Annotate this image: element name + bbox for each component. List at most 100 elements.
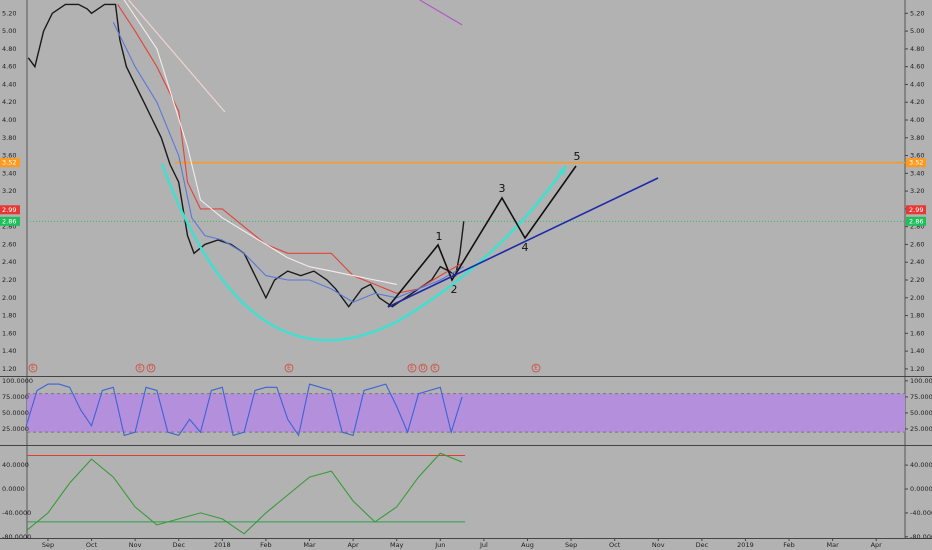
y-tick-label: 2.60 (910, 240, 924, 248)
x-tick-label: Apr (347, 541, 359, 549)
y-tick-label-left: 4.20 (2, 98, 16, 106)
y-tick-label: 2.20 (910, 276, 924, 284)
event-label: D (421, 365, 426, 372)
y-tick-label-left: 1.20 (2, 365, 16, 373)
wave-label: 2 (451, 283, 458, 296)
y-tick-label: 4.00 (910, 116, 924, 124)
y-tick-label: 0.0000 (910, 485, 932, 493)
y-tick-label-left: 1.80 (2, 312, 16, 320)
y-tick-label-left: 1.60 (2, 329, 16, 337)
series-line (123, 0, 397, 285)
price-tag-left (0, 205, 20, 215)
price-tag-left (0, 158, 20, 168)
y-tick-label: 4.40 (910, 80, 924, 88)
series-line (112, 21, 465, 303)
y-tick-label-left: 0.0000 (2, 485, 25, 493)
y-tick-label-left: 2.20 (2, 276, 16, 284)
y-tick-label-left: 2.00 (2, 294, 16, 302)
y-tick-label: 25.0000 (910, 425, 932, 433)
x-tick-label: Oct (609, 541, 621, 549)
drawings (160, 163, 659, 342)
event-marker (407, 363, 417, 373)
price-tag (906, 205, 926, 215)
wave-label: 4 (522, 241, 529, 254)
price-tag-label-left: 2.99 (2, 206, 16, 214)
y-tick-label: 4.80 (910, 45, 924, 53)
event-marker (531, 363, 541, 373)
price-tag-label: 2.86 (909, 217, 923, 225)
event-marker (284, 363, 294, 373)
y-tick-label: 3.80 (910, 134, 924, 142)
y-tick-label: 40.0000 (910, 461, 932, 469)
event-label: E (433, 365, 437, 372)
event-label: E (138, 365, 142, 372)
y-tick-label: 1.40 (910, 347, 924, 355)
event-marker (135, 363, 145, 373)
y-tick-label-left: 3.40 (2, 169, 16, 177)
x-tick-label: Dec (696, 541, 709, 549)
x-tick-label: Feb (783, 541, 795, 549)
y-tick-label-left: 100.0000 (2, 377, 33, 385)
y-tick-label-left: 2.40 (2, 258, 16, 266)
y-tick-label: 1.60 (910, 329, 924, 337)
series-line (419, 0, 463, 26)
event-marker (28, 363, 38, 373)
y-tick-label-left: 50.0000 (2, 409, 29, 417)
y-tick-label-left: -80.0000 (2, 533, 31, 541)
x-tick-label: Jun (434, 541, 445, 549)
wave-label: 3 (499, 182, 506, 195)
y-tick-label: 100.0000 (910, 377, 932, 385)
event-label: E (287, 365, 291, 372)
y-tick-label-left: 4.00 (2, 116, 16, 124)
event-label: E (31, 365, 35, 372)
wave-label: 5 (574, 150, 581, 163)
price-tag (906, 216, 926, 226)
event-marker (418, 363, 428, 373)
price-tag-left (0, 216, 20, 226)
events: E E D E E D E E (28, 363, 541, 373)
y-tick-label-left: 2.80 (2, 223, 16, 231)
y-tick-label-left: 5.00 (2, 27, 16, 35)
y-tick-label: 2.00 (910, 294, 924, 302)
y-tick-label: 5.00 (910, 27, 924, 35)
y-tick-label-left: 3.80 (2, 134, 16, 142)
event-label: E (410, 365, 414, 372)
y-tick-label: 3.40 (910, 169, 924, 177)
wave-label: 1 (436, 230, 443, 243)
x-tick-label: Mar (827, 541, 840, 549)
y-tick-label-left: 3.20 (2, 187, 16, 195)
y-tick-label: 2.80 (910, 223, 924, 231)
series-line (25, 383, 463, 437)
y-tick-label: 50.0000 (910, 409, 932, 417)
event-marker (430, 363, 440, 373)
x-tick-label: Apr (871, 541, 883, 549)
band (27, 393, 905, 433)
x-tick-label: May (390, 541, 404, 549)
event-marker (146, 363, 156, 373)
y-tick-label-left: -40.0000 (2, 509, 31, 517)
y-tick-label-left: 75.0000 (2, 393, 29, 401)
arrow-head (558, 166, 566, 175)
x-tick-label: Nov (129, 541, 142, 549)
x-tick-label: Nov (652, 541, 665, 549)
event-label: E (534, 365, 538, 372)
y-tick-label-left: 2.60 (2, 240, 16, 248)
event-label: D (149, 365, 154, 372)
y-tick-label: 2.40 (910, 258, 924, 266)
y-tick-label: 1.80 (910, 312, 924, 320)
y-tick-label-left: 5.20 (2, 9, 16, 17)
y-tick-label-left: 4.60 (2, 63, 16, 71)
price-tag-label-left: 2.86 (2, 217, 16, 225)
y-tick-label-left: 1.40 (2, 347, 16, 355)
x-tick-label: Sep (565, 541, 577, 549)
x-tick-label: Sep (42, 541, 54, 549)
y-tick-label: 1.20 (910, 365, 924, 373)
price-tag-label: 2.99 (909, 206, 923, 214)
y-tick-label: 3.60 (910, 152, 924, 160)
y-tick-label: 4.20 (910, 98, 924, 106)
series-line (128, 0, 226, 113)
y-tick-label-left: 3.60 (2, 152, 16, 160)
x-tick-label: Mar (303, 541, 316, 549)
x-tick-label: 2019 (737, 541, 754, 549)
